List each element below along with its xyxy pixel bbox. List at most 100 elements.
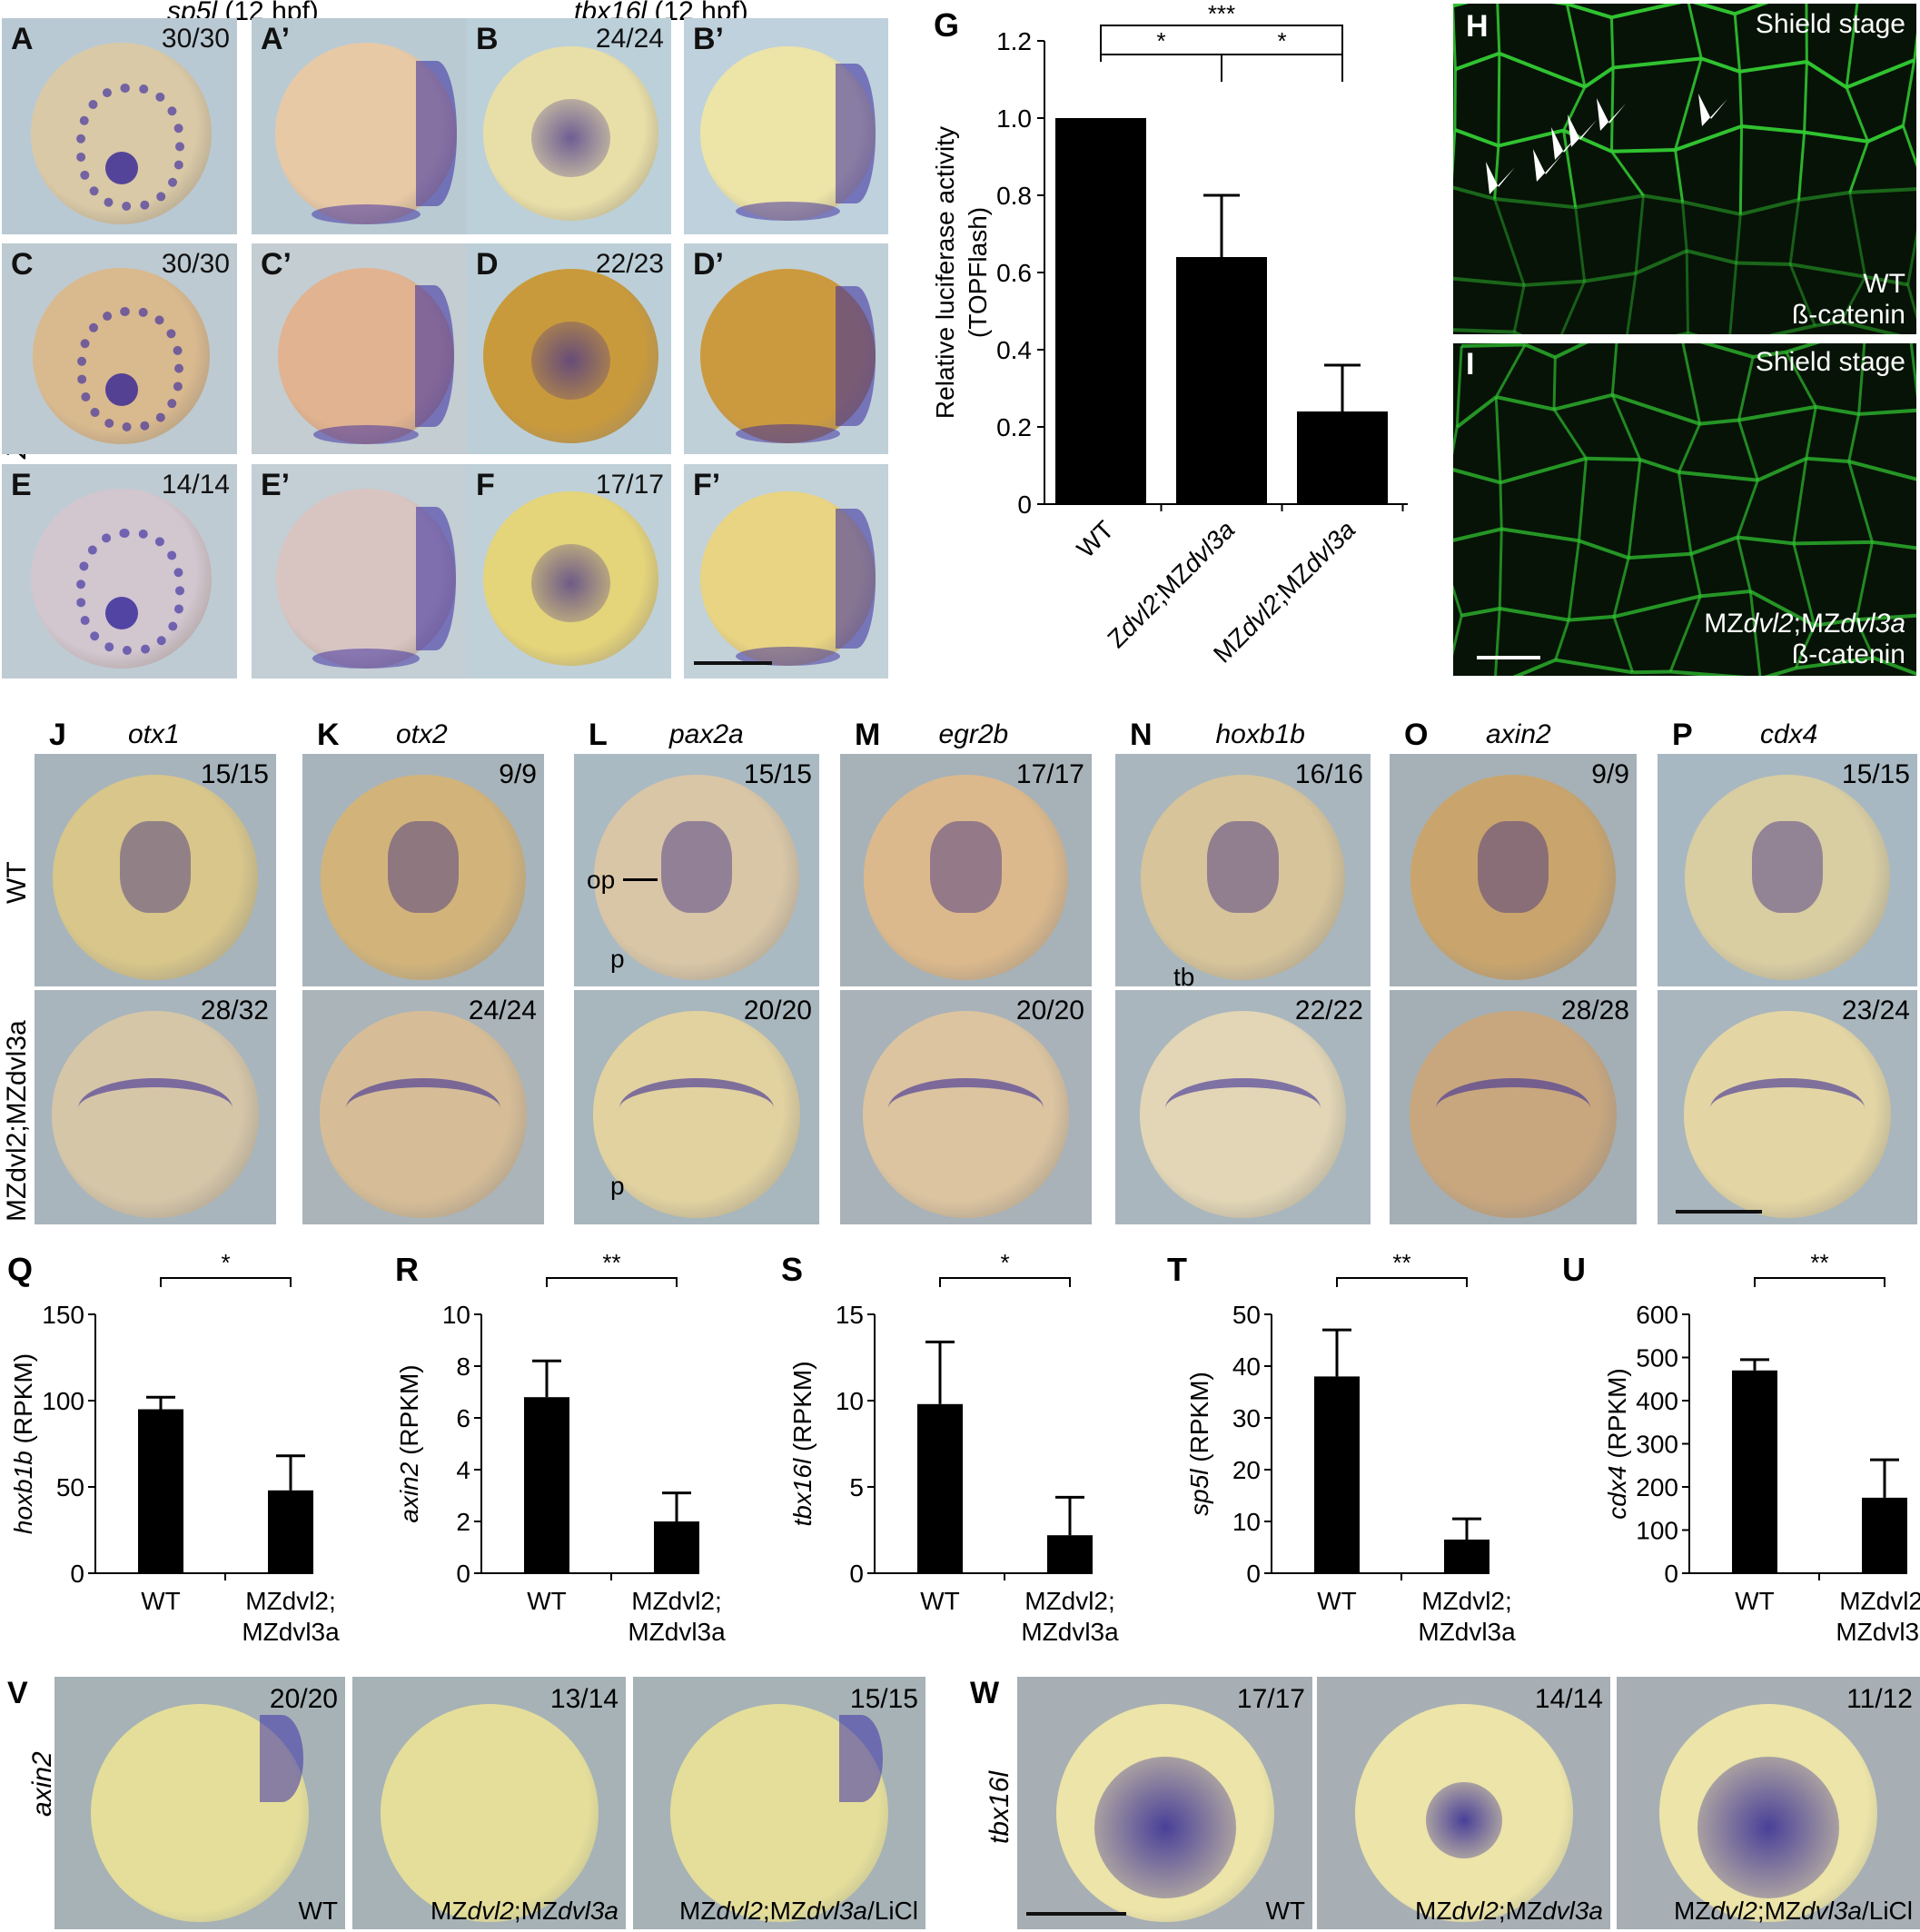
genotype-label: MZdvl2;MZdvl3a/LiCl bbox=[679, 1897, 918, 1926]
bar-0 bbox=[917, 1403, 963, 1573]
cell-membrane bbox=[1748, 590, 1762, 676]
scale-bar bbox=[1676, 1210, 1762, 1214]
beta-catenin-membrane-network bbox=[1453, 343, 1916, 676]
expression-domain bbox=[415, 61, 457, 206]
label-part: dvl3a bbox=[1298, 515, 1361, 578]
cell-membrane bbox=[1634, 195, 1645, 273]
cell-membrane bbox=[1626, 272, 1638, 334]
x-tick-label: MZdvl2; bbox=[1421, 1587, 1512, 1615]
y-tick-label: 15 bbox=[836, 1301, 864, 1329]
y-tick-label: 30 bbox=[1232, 1404, 1261, 1432]
cell-membrane bbox=[1453, 69, 1457, 130]
expression-domain bbox=[260, 1715, 303, 1802]
embryo-count: 15/15 bbox=[743, 759, 812, 789]
bar-0 bbox=[138, 1409, 183, 1573]
cell-membrane bbox=[1499, 456, 1587, 485]
cell-membrane bbox=[1757, 456, 1807, 482]
annotation-tb: tb bbox=[1173, 963, 1195, 991]
expression-domain bbox=[735, 647, 841, 667]
cell-membrane bbox=[1805, 406, 1817, 460]
y-tick-label: 10 bbox=[442, 1301, 470, 1329]
cell-membrane bbox=[1554, 619, 1570, 661]
gene-name: axin2 bbox=[395, 1461, 423, 1522]
embryo-count: 30/30 bbox=[161, 249, 230, 279]
marker-label: ß-catenin bbox=[1791, 639, 1905, 669]
embryo-count: 11/12 bbox=[1846, 1684, 1913, 1714]
embryo-count: 14/14 bbox=[161, 470, 230, 500]
cell-membrane bbox=[1806, 456, 1849, 464]
embryo-panel-D’: D’ bbox=[684, 243, 888, 454]
panel-letter-T: T bbox=[1167, 1251, 1187, 1288]
cell-membrane bbox=[1627, 459, 1642, 559]
gene-label-tbx16l: tbx16l bbox=[985, 1770, 1014, 1844]
x-tick-label: WT bbox=[141, 1587, 181, 1615]
y-tick-label: 1.2 bbox=[996, 27, 1032, 55]
cell-membrane bbox=[1794, 625, 1816, 669]
y-tick-label: 50 bbox=[56, 1473, 84, 1501]
label-part: dvl2 bbox=[1451, 1897, 1499, 1925]
significance-label: *** bbox=[1208, 0, 1235, 27]
embryo-panel-O-mz: 28/28 bbox=[1390, 990, 1637, 1224]
cell-membrane bbox=[1453, 185, 1496, 201]
expression-domain bbox=[345, 1078, 501, 1139]
significance-label: * bbox=[1000, 1249, 1009, 1276]
expression-domain bbox=[531, 321, 610, 401]
cell-membrane bbox=[1788, 263, 1816, 327]
expression-domain bbox=[76, 307, 184, 432]
cell-membrane bbox=[1692, 4, 1736, 16]
significance-label: ** bbox=[1810, 1249, 1828, 1276]
expression-domain bbox=[75, 84, 185, 211]
annotation-arrow bbox=[623, 878, 658, 881]
cell-membrane bbox=[1494, 396, 1502, 483]
panel-I-fluorescence: I Shield stage MZdvl2;MZdvl3a ß-catenin bbox=[1453, 343, 1916, 676]
panel-letter: A’ bbox=[261, 22, 291, 56]
x-tick-label: MZdvl3a bbox=[1418, 1618, 1516, 1646]
expression-domain bbox=[531, 543, 610, 623]
cell-membrane bbox=[1578, 539, 1629, 560]
cell-membrane bbox=[1513, 330, 1523, 334]
y-tick-label: 1.0 bbox=[996, 104, 1032, 133]
y-tick-label: 4 bbox=[456, 1456, 470, 1484]
cell-membrane bbox=[1738, 71, 1744, 127]
expression-domain bbox=[415, 506, 457, 651]
cell-membrane bbox=[1687, 4, 1703, 59]
cell-membrane bbox=[1496, 4, 1501, 54]
cell-membrane bbox=[1610, 4, 1682, 20]
cell-membrane bbox=[1805, 4, 1808, 63]
y-axis-label: tbx16l (RPKM) bbox=[788, 1361, 816, 1526]
panel-letter: D bbox=[476, 247, 499, 282]
cell-membrane bbox=[1785, 343, 1821, 354]
cell-membrane bbox=[1858, 408, 1916, 416]
panel-letter-I: I bbox=[1466, 347, 1475, 381]
arrowhead bbox=[1551, 127, 1580, 160]
label-part: dvl3a bbox=[558, 1897, 619, 1925]
cell-membrane bbox=[1554, 343, 1588, 360]
gene-name: hoxb1b bbox=[9, 1451, 37, 1534]
panel-letter-R: R bbox=[395, 1251, 419, 1288]
y-tick-label: 0.4 bbox=[996, 336, 1032, 364]
cell-membrane bbox=[1584, 271, 1637, 283]
cell-membrane bbox=[1583, 65, 1615, 89]
cell-membrane bbox=[1682, 200, 1741, 216]
stage-label: Shield stage bbox=[1755, 9, 1905, 39]
annotation-op: op bbox=[587, 866, 616, 894]
cell-membrane bbox=[1803, 61, 1808, 133]
cell-membrane bbox=[1856, 613, 1916, 622]
y-tick-label: 100 bbox=[42, 1387, 84, 1415]
gene-label-axin2: axin2 bbox=[1486, 719, 1551, 749]
cell-membrane bbox=[1552, 408, 1588, 460]
y-axis-label: hoxb1b (RPKM) bbox=[9, 1353, 37, 1534]
panel-letter: C bbox=[11, 247, 34, 282]
cell-membrane bbox=[1738, 126, 1744, 214]
y-tick-label: 5 bbox=[849, 1473, 864, 1501]
embryo-count: 17/17 bbox=[595, 470, 664, 500]
cell-membrane bbox=[1848, 192, 1867, 277]
cell-membrane bbox=[1687, 331, 1699, 334]
expression-domain bbox=[930, 821, 1002, 914]
expression-domain bbox=[104, 151, 138, 184]
embryo-panel-E’: E’ bbox=[252, 464, 477, 679]
significance-label: ** bbox=[602, 1249, 620, 1276]
significance-bracket bbox=[546, 1277, 678, 1287]
embryo bbox=[594, 775, 799, 980]
cell-membrane bbox=[1668, 595, 1702, 673]
